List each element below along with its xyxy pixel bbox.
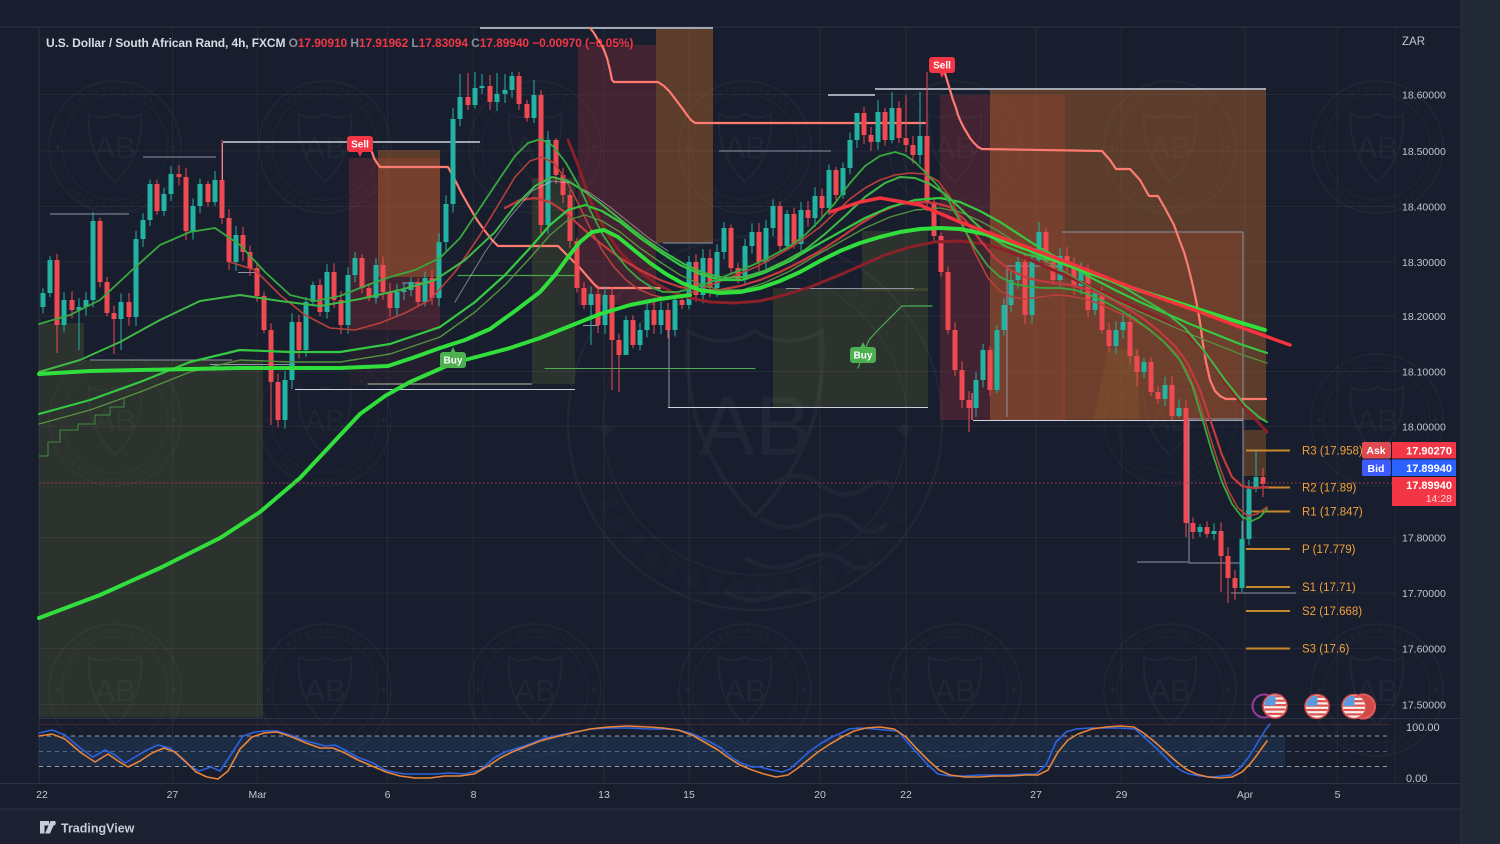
svg-text:S3 (17.6): S3 (17.6) (1302, 644, 1349, 656)
svg-text:Buy: Buy (854, 351, 873, 362)
svg-text:✦: ✦ (379, 142, 388, 154)
svg-text:✦: ✦ (53, 685, 62, 697)
svg-text:18.10000: 18.10000 (1402, 366, 1446, 378)
svg-text:22: 22 (36, 789, 48, 801)
svg-text:20: 20 (814, 789, 826, 801)
svg-text:✦: ✦ (379, 415, 388, 427)
svg-text:Sell: Sell (351, 140, 369, 151)
svg-text:✦: ✦ (1431, 685, 1440, 697)
svg-text:Sell: Sell (933, 61, 951, 72)
svg-text:S1 (17.71): S1 (17.71) (1302, 582, 1356, 594)
svg-text:R3 (17.958): R3 (17.958) (1302, 446, 1363, 458)
svg-text:17.89940: 17.89940 (1406, 480, 1452, 492)
svg-text:ZAR: ZAR (1402, 36, 1425, 48)
svg-text:✦: ✦ (1108, 142, 1117, 154)
svg-text:AB: AB (724, 130, 765, 165)
svg-text:✦: ✦ (1009, 142, 1018, 154)
svg-text:AB: AB (94, 673, 135, 708)
svg-text:AB: AB (304, 130, 345, 165)
svg-text:AB: AB (304, 403, 345, 438)
svg-text:22: 22 (900, 789, 912, 801)
svg-text:✦: ✦ (1224, 685, 1233, 697)
svg-text:✦: ✦ (683, 142, 692, 154)
svg-text:✦: ✦ (1315, 142, 1324, 154)
svg-text:13: 13 (598, 789, 610, 801)
svg-text:Mar: Mar (248, 789, 267, 801)
svg-text:27: 27 (1030, 789, 1042, 801)
svg-text:✦: ✦ (263, 142, 272, 154)
svg-text:AB: AB (304, 673, 345, 708)
svg-text:AB: AB (1356, 130, 1397, 165)
svg-text:18.40000: 18.40000 (1402, 201, 1446, 213)
svg-text:17.60000: 17.60000 (1402, 643, 1446, 655)
svg-text:100.00: 100.00 (1406, 722, 1440, 734)
svg-text:R1 (17.847): R1 (17.847) (1302, 507, 1363, 519)
svg-text:✦: ✦ (595, 415, 617, 445)
svg-text:Buy: Buy (444, 356, 463, 367)
svg-text:AB: AB (699, 379, 811, 473)
svg-text:✦: ✦ (683, 685, 692, 697)
svg-text:✦: ✦ (169, 685, 178, 697)
svg-text:✦: ✦ (169, 142, 178, 154)
svg-text:AB: AB (724, 673, 765, 708)
svg-text:✦: ✦ (473, 142, 482, 154)
svg-text:✦: ✦ (893, 685, 902, 697)
svg-text:AB: AB (934, 673, 975, 708)
svg-text:✦: ✦ (473, 685, 482, 697)
svg-text:18.20000: 18.20000 (1402, 311, 1446, 323)
svg-text:Apr: Apr (1237, 789, 1254, 801)
svg-text:S2 (17.668): S2 (17.668) (1302, 606, 1362, 618)
svg-text:✦: ✦ (1224, 142, 1233, 154)
svg-text:18.50000: 18.50000 (1402, 146, 1446, 158)
svg-text:✦: ✦ (1431, 415, 1440, 427)
svg-text:✦: ✦ (263, 685, 272, 697)
svg-text:✦: ✦ (1315, 415, 1324, 427)
svg-text:17.89940: 17.89940 (1406, 463, 1452, 475)
svg-text:✦: ✦ (589, 142, 598, 154)
svg-text:15: 15 (683, 789, 695, 801)
svg-text:R2 (17.89): R2 (17.89) (1302, 483, 1357, 495)
svg-text:✦: ✦ (893, 142, 902, 154)
svg-text:✦: ✦ (53, 415, 62, 427)
svg-text:✦: ✦ (1009, 685, 1018, 697)
svg-text:AB: AB (1356, 403, 1397, 438)
svg-text:✦: ✦ (799, 142, 808, 154)
svg-text:✦: ✦ (169, 415, 178, 427)
svg-text:AB: AB (514, 673, 555, 708)
svg-text:Ask: Ask (1366, 445, 1385, 457)
svg-text:5: 5 (1335, 789, 1341, 801)
svg-text:AB: AB (1149, 130, 1190, 165)
svg-text:29: 29 (1116, 789, 1128, 801)
svg-text:17.70000: 17.70000 (1402, 588, 1446, 600)
svg-text:AB: AB (94, 403, 135, 438)
svg-text:27: 27 (167, 789, 179, 801)
svg-text:P (17.779): P (17.779) (1302, 544, 1356, 556)
svg-text:✦: ✦ (1108, 685, 1117, 697)
svg-text:8: 8 (471, 789, 477, 801)
svg-text:✦: ✦ (53, 142, 62, 154)
svg-text:18.00000: 18.00000 (1402, 421, 1446, 433)
svg-text:18.60000: 18.60000 (1402, 89, 1446, 101)
svg-text:AB: AB (1149, 673, 1190, 708)
svg-text:AB: AB (94, 130, 135, 165)
svg-text:✦: ✦ (589, 685, 598, 697)
svg-text:14:28: 14:28 (1426, 493, 1452, 505)
svg-text:U.S. Dollar / South African Ra: U.S. Dollar / South African Rand, 4h, FX… (46, 36, 633, 50)
svg-text:✦: ✦ (893, 415, 915, 445)
svg-text:17.50000: 17.50000 (1402, 699, 1446, 711)
svg-text:18.30000: 18.30000 (1402, 257, 1446, 269)
svg-text:✦: ✦ (1431, 142, 1440, 154)
svg-text:Bid: Bid (1368, 463, 1385, 475)
svg-text:17.80000: 17.80000 (1402, 532, 1446, 544)
svg-text:✦: ✦ (1315, 685, 1324, 697)
svg-text:✦: ✦ (379, 685, 388, 697)
svg-text:✦: ✦ (799, 685, 808, 697)
svg-text:TradingView: TradingView (61, 822, 135, 836)
svg-text:0.00: 0.00 (1406, 773, 1427, 785)
svg-text:6: 6 (385, 789, 391, 801)
svg-text:✦: ✦ (263, 415, 272, 427)
svg-text:17.90270: 17.90270 (1406, 446, 1452, 458)
